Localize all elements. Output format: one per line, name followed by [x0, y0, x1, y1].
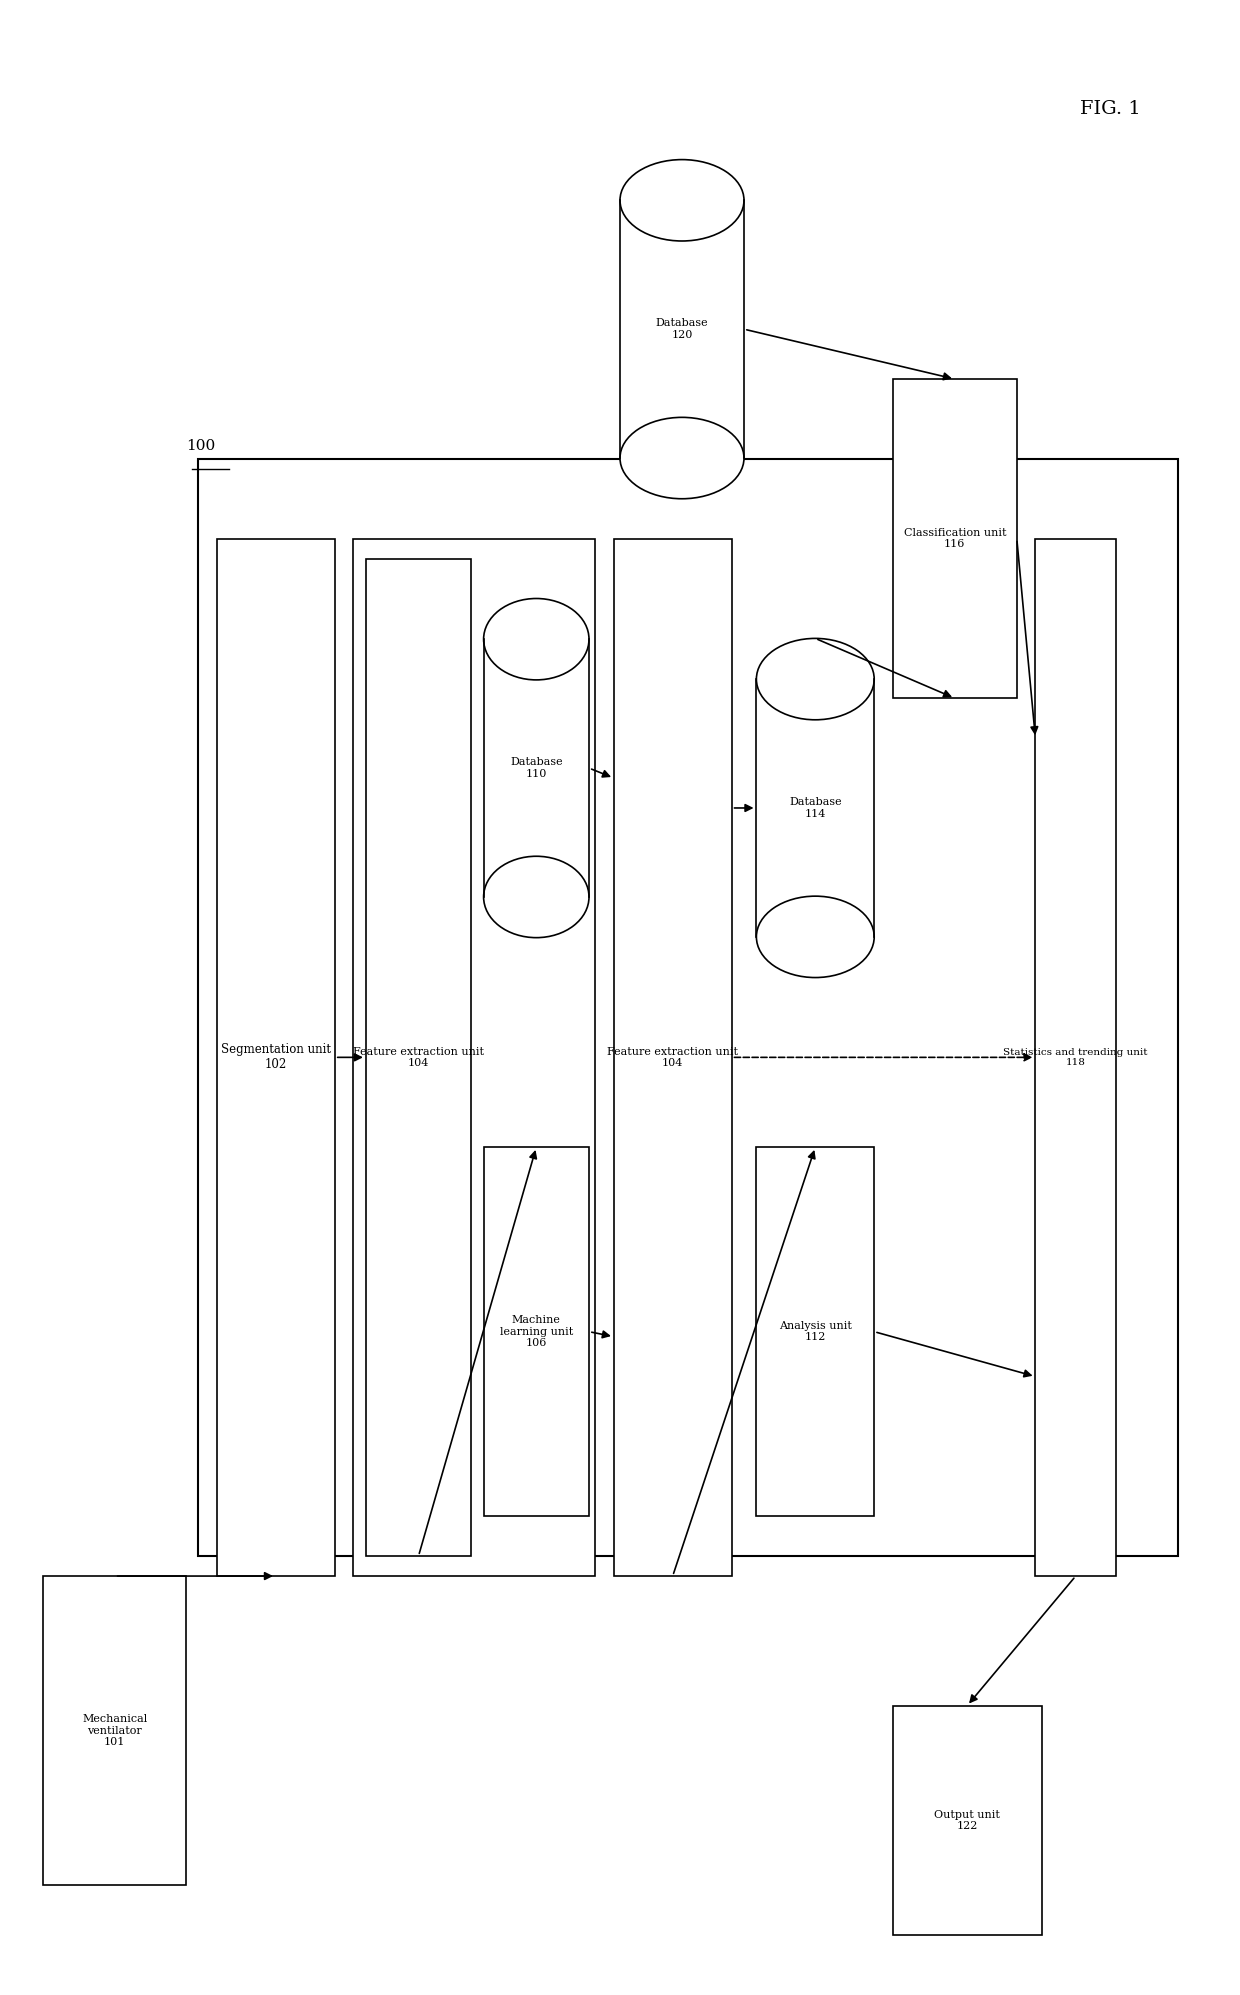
Text: Mechanical
ventilator
101: Mechanical ventilator 101 [82, 1714, 148, 1748]
FancyBboxPatch shape [484, 1147, 589, 1516]
Ellipse shape [756, 638, 874, 720]
Bar [620, 200, 744, 459]
Bar [484, 638, 589, 898]
Text: Feature extraction unit
104: Feature extraction unit 104 [353, 1047, 484, 1067]
FancyBboxPatch shape [614, 539, 732, 1576]
FancyBboxPatch shape [43, 1576, 186, 1885]
FancyBboxPatch shape [756, 1147, 874, 1516]
Ellipse shape [484, 856, 589, 938]
Ellipse shape [756, 896, 874, 978]
Text: Database
120: Database 120 [656, 319, 708, 339]
Text: Analysis unit
112: Analysis unit 112 [779, 1321, 852, 1343]
Ellipse shape [620, 417, 744, 499]
Text: Output unit
122: Output unit 122 [934, 1809, 1001, 1831]
Text: Feature extraction unit
104: Feature extraction unit 104 [608, 1047, 738, 1067]
FancyBboxPatch shape [893, 379, 1017, 698]
Text: Database
114: Database 114 [789, 798, 842, 818]
Text: Machine
learning unit
106: Machine learning unit 106 [500, 1315, 573, 1349]
Text: Statistics and trending unit
118: Statistics and trending unit 118 [1003, 1047, 1148, 1067]
Text: Database
110: Database 110 [510, 758, 563, 778]
Text: 100: 100 [186, 439, 216, 453]
Ellipse shape [484, 598, 589, 680]
FancyBboxPatch shape [353, 539, 595, 1576]
Text: FIG. 1: FIG. 1 [1080, 100, 1141, 118]
Text: Segmentation unit
102: Segmentation unit 102 [221, 1043, 331, 1071]
Bar [756, 678, 874, 938]
FancyBboxPatch shape [893, 1706, 1042, 1935]
FancyBboxPatch shape [366, 559, 471, 1556]
Ellipse shape [620, 160, 744, 241]
FancyBboxPatch shape [198, 459, 1178, 1556]
FancyBboxPatch shape [1035, 539, 1116, 1576]
FancyBboxPatch shape [217, 539, 335, 1576]
Text: Classification unit
116: Classification unit 116 [904, 529, 1006, 549]
